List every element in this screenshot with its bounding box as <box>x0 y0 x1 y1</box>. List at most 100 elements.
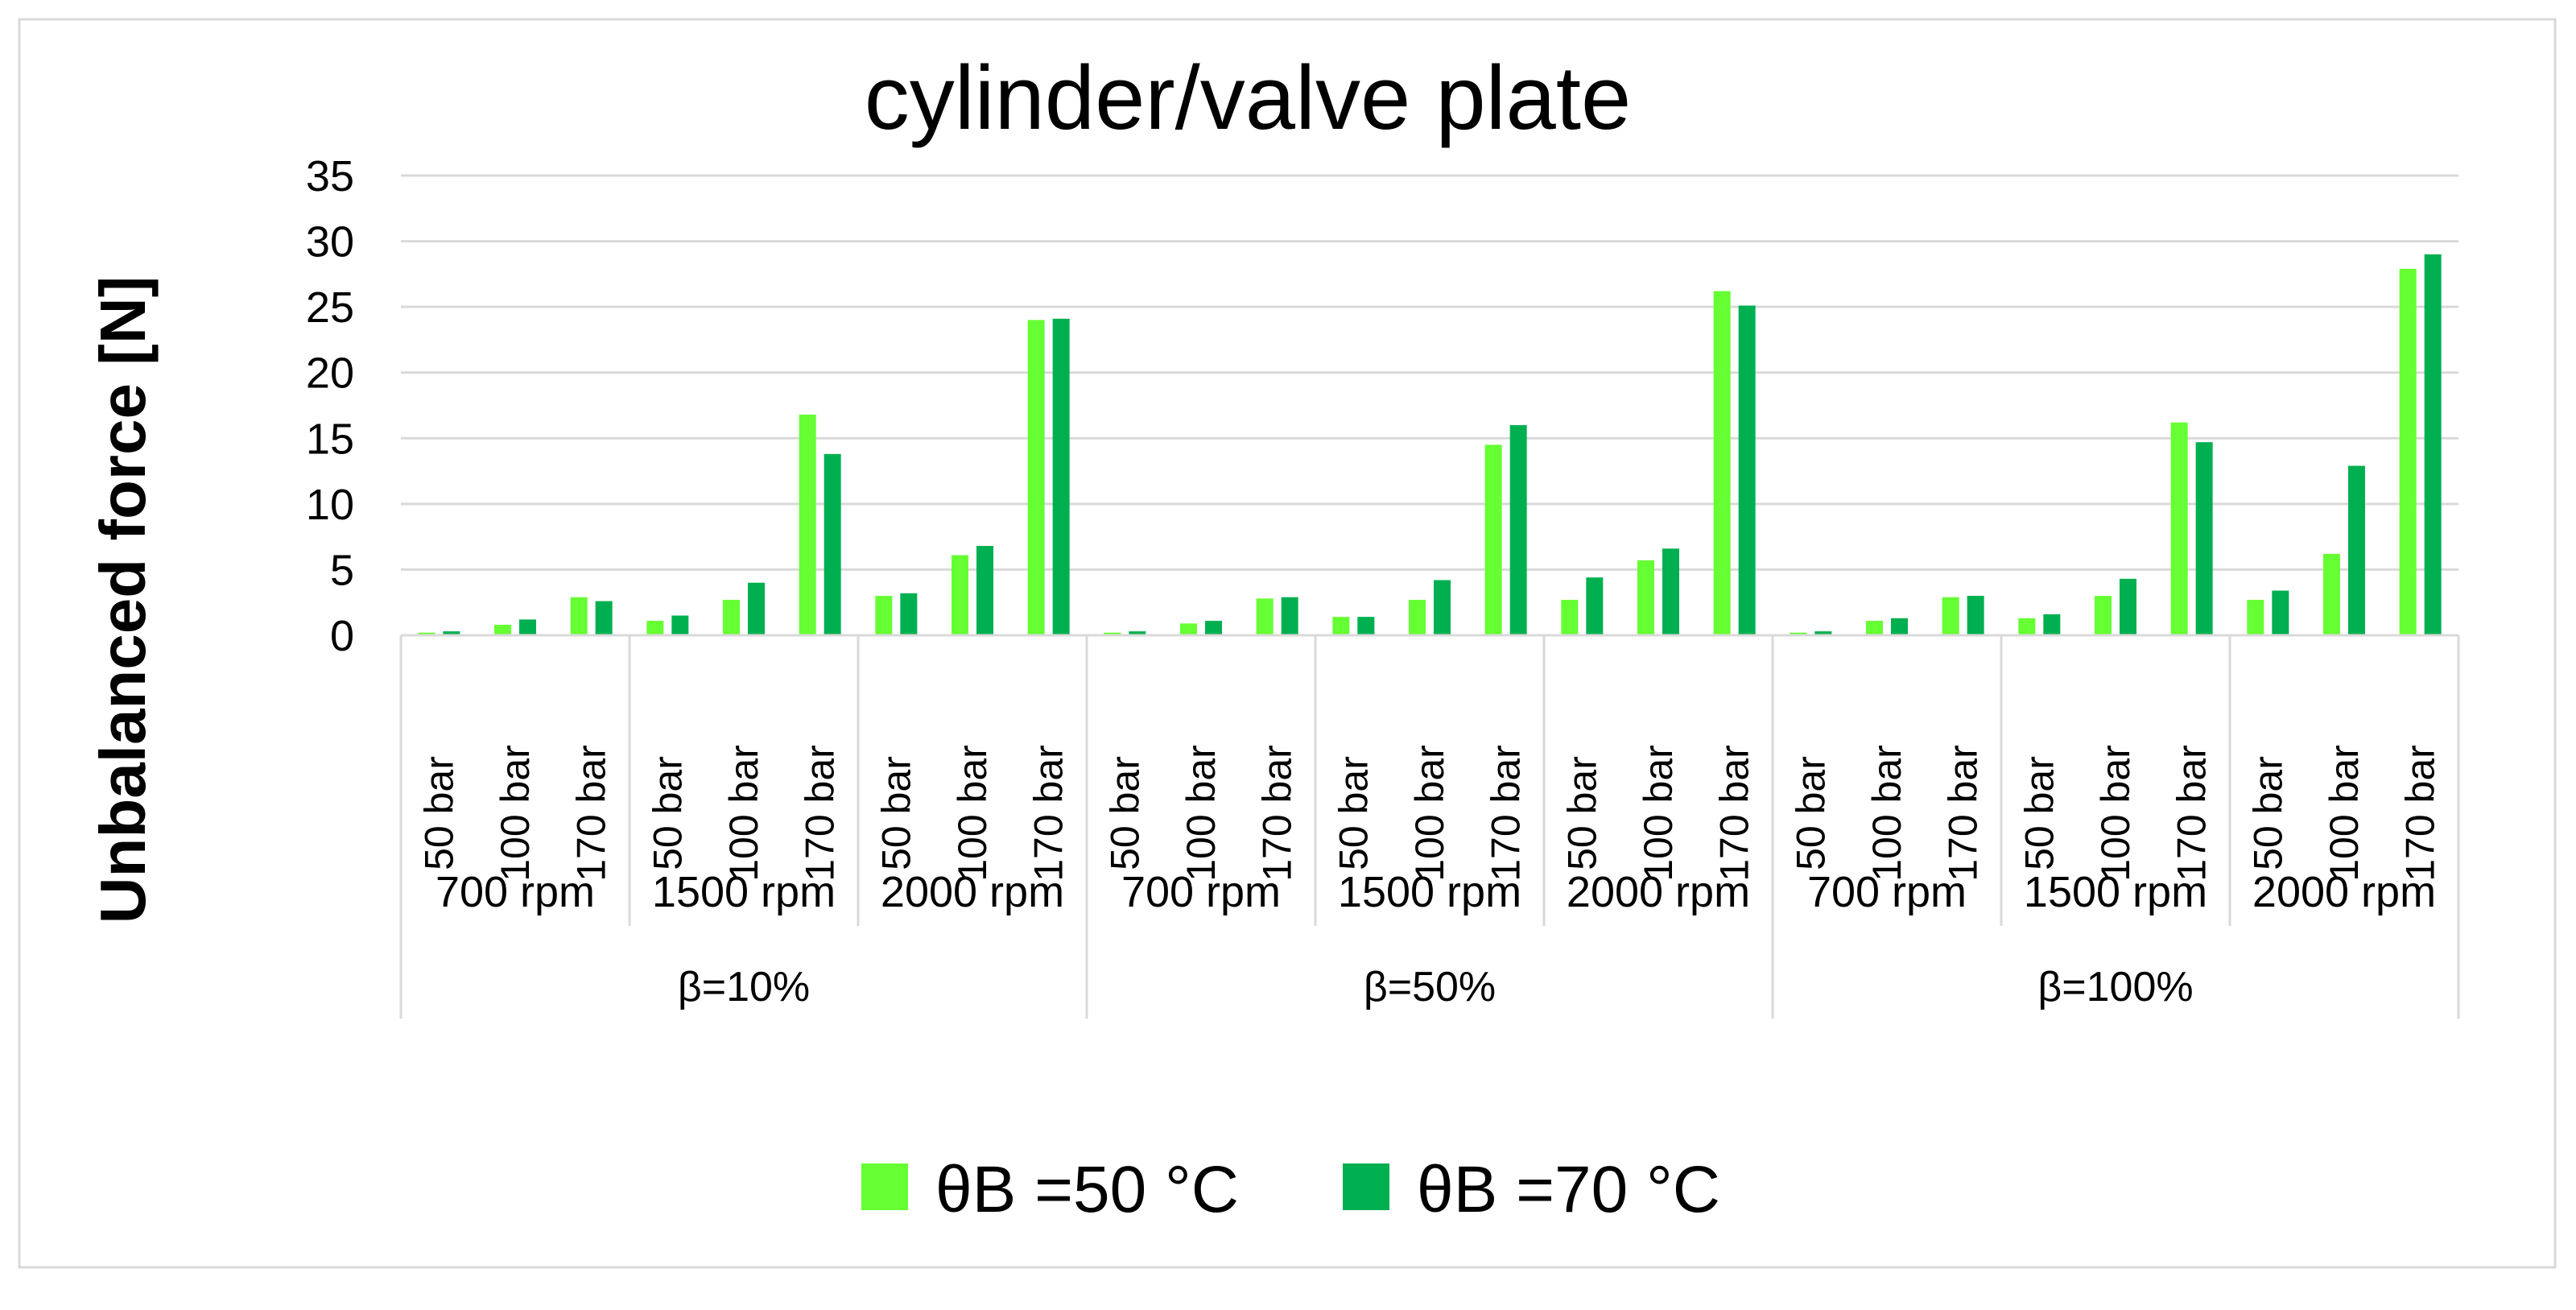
bar-series-2 <box>1662 548 1679 635</box>
bar-series-1 <box>1637 560 1654 635</box>
pressure-label: 170 bar <box>1026 745 1071 882</box>
pressure-label: 50 bar <box>873 756 919 870</box>
beta-label: β=100% <box>2037 964 2193 1010</box>
pressure-label: 50 bar <box>2245 756 2290 870</box>
bar-series-2 <box>671 615 689 635</box>
bar-series-2 <box>1509 424 1527 635</box>
bar-series-2 <box>900 593 918 635</box>
speed-label: 2000 rpm <box>1567 868 1750 916</box>
pressure-label: 100 bar <box>493 745 538 882</box>
pressure-label: 50 bar <box>1102 756 1147 870</box>
y-axis-ticks: 0 5 10 15 20 25 30 35 <box>306 152 354 660</box>
bar-series-1 <box>418 632 436 635</box>
pressure-label: 50 bar <box>2017 756 2062 870</box>
bar-series-2 <box>519 619 536 635</box>
legend-swatch <box>1343 1163 1389 1210</box>
speed-label: 1500 rpm <box>652 868 836 916</box>
pressure-label: 170 bar <box>569 745 614 882</box>
y-tick-label: 15 <box>306 415 354 463</box>
bar-series-1 <box>1484 444 1502 635</box>
pressure-label: 100 bar <box>950 745 995 882</box>
chart-frame <box>18 18 2557 1269</box>
pressure-label: 170 bar <box>1255 745 1300 882</box>
pressure-label: 50 bar <box>1331 756 1376 870</box>
speed-label: 700 rpm <box>436 868 595 916</box>
pressure-label: 170 bar <box>1484 745 1529 882</box>
beta-label: β=50% <box>1364 964 1496 1010</box>
pressure-label: 170 bar <box>798 745 843 882</box>
bar-series-2 <box>1052 318 1070 635</box>
y-tick-label: 0 <box>330 612 354 660</box>
bar-series-1 <box>1332 617 1350 635</box>
speed-label: 700 rpm <box>1121 868 1281 916</box>
y-axis-label: Unbalanced force [N] <box>87 276 159 924</box>
bar-series-1 <box>2247 599 2264 635</box>
y-tick-label: 5 <box>330 546 354 594</box>
bar-series-2 <box>1891 618 1908 635</box>
bar-series-1 <box>1104 632 1121 635</box>
legend-label: θB =50 °C <box>935 1153 1239 1226</box>
speed-label: 2000 rpm <box>2252 868 2436 916</box>
bar-series-2 <box>1586 577 1604 635</box>
pressure-label: 100 bar <box>1179 745 1224 882</box>
bar-series-2 <box>1357 617 1375 635</box>
y-tick-label: 35 <box>306 152 354 200</box>
bar-series-2 <box>2195 442 2213 635</box>
bar-series-1 <box>570 597 588 635</box>
bar-series-2 <box>1205 621 1222 635</box>
y-tick-label: 25 <box>306 283 354 332</box>
bar-series-1 <box>1866 621 1883 635</box>
pressure-label: 100 bar <box>1864 745 1909 882</box>
speed-label: 1500 rpm <box>1338 868 1521 916</box>
legend-swatch <box>861 1163 908 1210</box>
bar-series-1 <box>2095 596 2112 635</box>
bar-series-2 <box>1814 631 1832 635</box>
pressure-label: 170 bar <box>1712 745 1757 882</box>
speed-label: 1500 rpm <box>2024 868 2207 916</box>
bar-series-2 <box>2424 254 2442 635</box>
pressure-label: 50 bar <box>1788 756 1833 870</box>
bar-series-1 <box>2018 618 2036 635</box>
bar-series-1 <box>723 599 740 635</box>
y-tick-label: 30 <box>306 218 354 267</box>
pressure-label: 50 bar <box>1559 756 1604 870</box>
pressure-label: 100 bar <box>1407 745 1452 882</box>
pressure-label: 100 bar <box>2093 745 2138 882</box>
pressure-label: 100 bar <box>721 745 766 882</box>
bar-series-1 <box>2323 553 2340 635</box>
y-tick-label: 20 <box>306 349 354 398</box>
bar-series-2 <box>748 582 765 635</box>
legend: θB =50 °C θB =70 °C <box>861 1153 1720 1226</box>
bar-series-1 <box>875 596 893 635</box>
bar-series-2 <box>595 601 613 635</box>
bar-series-2 <box>443 631 460 635</box>
speed-label: 700 rpm <box>1807 868 1967 916</box>
bar-series-1 <box>1713 291 1731 635</box>
bar-series-1 <box>799 414 816 635</box>
pressure-label: 100 bar <box>2322 745 2367 882</box>
pressure-label: 50 bar <box>645 756 690 870</box>
bar-series-1 <box>2399 268 2417 635</box>
bar-series-1 <box>494 624 511 635</box>
pressure-label: 170 bar <box>2398 745 2443 882</box>
bar-series-2 <box>2043 614 2061 635</box>
bar-series-1 <box>1027 320 1045 635</box>
bar-series-1 <box>1561 599 1579 635</box>
x-axis: 50 bar 100 bar 170 bar 50 bar 100 bar 170 bar… <box>399 634 2460 1019</box>
bar-series-1 <box>646 621 664 635</box>
bar-series-2 <box>2348 465 2365 635</box>
bar-series-1 <box>1942 597 1959 635</box>
bar-series-2 <box>2120 578 2136 635</box>
pressure-label: 100 bar <box>1636 745 1681 882</box>
pressure-label: 50 bar <box>416 756 461 870</box>
bar-series-2 <box>1281 597 1298 635</box>
bar-series-1 <box>1256 598 1274 635</box>
bar-series-1 <box>1790 632 1807 635</box>
bars <box>418 254 2442 635</box>
speed-label: 2000 rpm <box>881 868 1064 916</box>
bar-series-2 <box>1967 596 1984 635</box>
bar-series-2 <box>1738 305 1756 635</box>
chart-title: cylinder/valve plate <box>865 48 1632 148</box>
